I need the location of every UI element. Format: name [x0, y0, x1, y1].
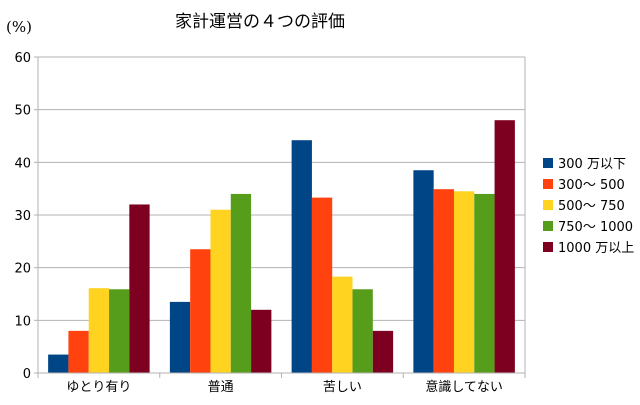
y-tick-label: 50: [14, 104, 31, 119]
legend-swatch: [543, 158, 553, 168]
grid-lines: [38, 56, 526, 373]
x-axis-ticks: ゆとり有り 普通 苦しい 意識してない: [37, 373, 526, 395]
chart-title: 家計運営の４つの評価: [175, 12, 345, 32]
y-tick-label: 40: [14, 156, 31, 171]
legend-item: 300 万以下: [543, 157, 626, 172]
bars: [48, 120, 515, 373]
y-tick-label: 10: [14, 314, 31, 329]
bar-2-4: [433, 189, 454, 373]
bar-3-2: [210, 209, 231, 373]
bar-2-2: [190, 249, 211, 373]
legend-item: 750～ 1000: [543, 220, 633, 235]
bar-5-2: [251, 309, 272, 373]
legend-swatch: [543, 200, 553, 210]
legend-item: 300～ 500: [543, 178, 625, 193]
legend-label: 750～ 1000: [558, 220, 633, 235]
bar-4-1: [109, 289, 130, 373]
bar-4-4: [474, 193, 495, 373]
legend-swatch: [543, 179, 553, 189]
bar-4-2: [230, 193, 252, 373]
bar-1-1: [48, 354, 69, 373]
legend-swatch: [543, 221, 553, 231]
legend-label: 1000 万以上: [558, 241, 634, 256]
bar-3-3: [332, 276, 353, 373]
bar-2-3: [311, 197, 333, 373]
y-axis-unit-label: (%): [6, 18, 32, 36]
y-tick-label: 20: [14, 262, 31, 277]
bar-1-3: [291, 140, 312, 373]
bar-3-1: [88, 288, 110, 373]
legend-swatch: [543, 242, 553, 252]
x-category-label: 普通: [208, 380, 234, 395]
bar-5-4: [494, 120, 515, 373]
x-category-label: 意識してない: [425, 379, 503, 395]
x-category-label: 苦しい: [323, 379, 362, 395]
bar-2-1: [68, 330, 89, 373]
bar-5-1: [129, 204, 150, 373]
bar-3-4: [453, 191, 475, 373]
legend-label: 300 万以下: [558, 157, 626, 172]
x-category-label: ゆとり有り: [66, 380, 131, 395]
bar-1-4: [413, 170, 434, 373]
bar-1-2: [169, 301, 191, 373]
y-axis-ticks: 0 10 20 30 40 50 60: [14, 51, 38, 382]
y-tick-label: 60: [14, 51, 31, 66]
legend-label: 300～ 500: [558, 178, 625, 193]
y-tick-label: 0: [23, 367, 31, 382]
bar-5-3: [372, 330, 394, 373]
legend-label: 500～ 750: [558, 199, 625, 214]
legend: 300 万以下 300～ 500 500～ 750 750～ 1000 1000 万以上: [543, 157, 634, 256]
legend-item: 1000 万以上: [543, 241, 634, 256]
bar-4-3: [352, 289, 373, 373]
y-tick-label: 30: [14, 209, 31, 224]
legend-item: 500～ 750: [543, 199, 625, 214]
